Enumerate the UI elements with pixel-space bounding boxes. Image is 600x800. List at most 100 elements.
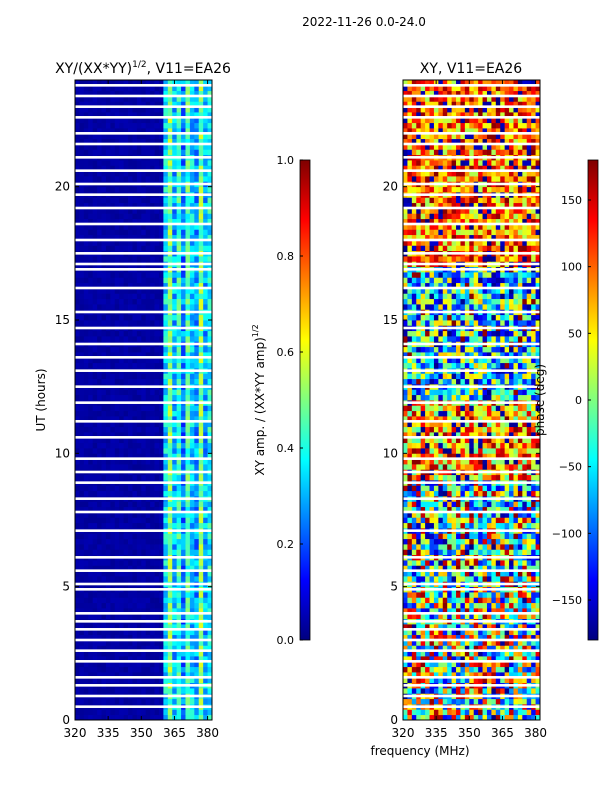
amp-heatmap-cell <box>145 96 151 102</box>
amp-heatmap-cell <box>154 138 160 145</box>
amp-heatmap-cell <box>158 650 164 657</box>
amp-heatmap-cell <box>83 256 89 262</box>
phase-heatmap-cell <box>447 517 453 524</box>
amp-heatmap-cell <box>136 282 142 289</box>
phase-heatmap-cell <box>478 656 483 662</box>
phase-heatmap-cell <box>460 661 466 668</box>
amp-heatmap-cell <box>97 560 102 566</box>
amp-heatmap-cell <box>141 106 147 113</box>
amp-heatmap-cell <box>136 197 142 204</box>
amp-heatmap-cell <box>132 592 138 598</box>
amp-heatmap-cell <box>75 464 80 470</box>
phase-heatmap-cell <box>407 576 413 582</box>
phase-heatmap-cell <box>531 666 536 673</box>
amp-heatmap-cell <box>92 688 98 694</box>
phase-heatmap-cell <box>509 576 514 582</box>
phase-heatmap-cell <box>407 560 413 566</box>
amp-heatmap-cell <box>123 122 129 129</box>
phase-heatmap-cell <box>517 538 523 545</box>
phase-heatmap-cell <box>442 677 448 684</box>
amp-heatmap-cell <box>119 229 125 236</box>
phase-heatmap-cell <box>407 645 413 652</box>
phase-heatmap-cell <box>486 677 492 684</box>
amp-heatmap-cell <box>123 634 129 641</box>
amp-heatmap-cell <box>97 602 102 609</box>
amp-heatmap-cell <box>105 426 111 433</box>
amp-heatmap-cell <box>110 474 116 481</box>
phase-heatmap-cell <box>482 522 488 529</box>
amp-heatmap-cell <box>132 122 138 129</box>
amp-heatmap-cell <box>123 602 129 609</box>
phase-heatmap-cell <box>403 576 408 582</box>
amp-heatmap-cell <box>185 602 191 609</box>
amp-heatmap-cell <box>167 149 173 156</box>
amp-heatmap-cell <box>123 624 129 630</box>
amp-heatmap-cell <box>132 442 138 449</box>
amp-heatmap-cell <box>167 186 173 193</box>
amp-heatmap-cell <box>194 176 200 182</box>
amp-heatmap-cell <box>167 602 173 609</box>
amp-heatmap-cell <box>141 698 147 705</box>
amp-heatmap-cell <box>105 640 111 646</box>
amp-heatmap-cell <box>194 170 200 177</box>
amp-heatmap-cell <box>132 512 138 518</box>
amp-heatmap-cell <box>145 538 151 545</box>
phase-heatmap-cell <box>433 544 439 550</box>
amp-heatmap-cell <box>141 346 147 353</box>
amp-heatmap-cell <box>92 666 98 673</box>
amp-heatmap-cell <box>145 416 151 422</box>
amp-heatmap-cell <box>198 330 204 337</box>
amp-heatmap-cell <box>92 288 98 294</box>
amp-heatmap-cell <box>158 714 164 721</box>
amp-heatmap-cell <box>75 544 80 550</box>
amp-heatmap-cell <box>114 448 120 454</box>
amp-heatmap-cell <box>88 485 94 492</box>
amp-heatmap-cell <box>189 661 195 668</box>
amp-heatmap-cell <box>101 474 107 481</box>
amp-heatmap-cell <box>141 597 147 604</box>
amp-heatmap-cell <box>150 272 155 278</box>
amp-heatmap-cell <box>163 570 169 577</box>
amp-heatmap-cell <box>97 474 102 481</box>
amp-heatmap-cell <box>110 186 116 193</box>
amp-heatmap-cell <box>176 282 182 289</box>
phase-heatmap-cell <box>513 517 519 524</box>
amp-heatmap-cell <box>163 330 169 337</box>
amp-heatmap-cell <box>194 256 200 262</box>
amp-heatmap-cell <box>114 245 120 252</box>
amp-heatmap-cell <box>194 613 200 620</box>
amp-heatmap-cell <box>172 389 178 396</box>
amp-heatmap-cell <box>88 464 94 470</box>
amp-heatmap-cell <box>158 224 164 230</box>
amp-heatmap-cell <box>97 597 102 604</box>
amp-heatmap-cell <box>92 320 98 326</box>
amp-heatmap-cell <box>189 128 195 134</box>
amp-heatmap-cell <box>181 117 186 124</box>
phase-heatmap-cell <box>531 592 536 598</box>
amp-heatmap-cell <box>154 96 160 102</box>
amp-heatmap-cell <box>167 378 173 385</box>
phase-heatmap-cell <box>491 522 497 529</box>
amp-heatmap-cell <box>150 101 155 108</box>
phase-heatmap-cell <box>433 517 439 524</box>
amp-heatmap-cell <box>101 165 107 172</box>
amp-heatmap-cell <box>123 336 129 342</box>
phase-heatmap-cell <box>420 592 426 598</box>
phase-heatmap-cell <box>491 613 497 620</box>
amp-colorbar-tick-label: 0.8 <box>277 250 295 263</box>
amp-heatmap-cell <box>167 421 173 428</box>
amp-heatmap-cell <box>198 218 204 225</box>
amp-heatmap-cell <box>167 656 173 662</box>
amp-heatmap-cell <box>141 245 147 252</box>
amp-heatmap-cell <box>101 362 107 369</box>
amp-heatmap-cell <box>105 688 111 694</box>
amp-heatmap-cell <box>203 442 208 449</box>
amp-heatmap-cell <box>132 474 138 481</box>
amp-heatmap-cell <box>132 602 138 609</box>
amp-heatmap-cell <box>88 666 94 673</box>
phase-heatmap-cell <box>522 656 528 662</box>
amp-heatmap-cell <box>203 570 208 577</box>
phase-heatmap-cell <box>500 656 506 662</box>
phase-heatmap-cell <box>491 650 497 657</box>
amp-heatmap-cell <box>141 533 147 540</box>
